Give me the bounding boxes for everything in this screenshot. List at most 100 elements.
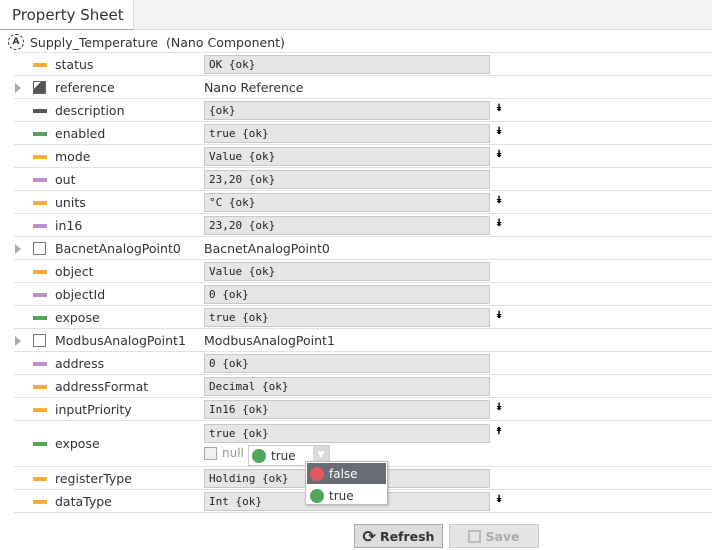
selected-value: true bbox=[271, 448, 296, 463]
slot-type-bar-icon bbox=[33, 177, 47, 182]
component-icon: A bbox=[8, 34, 24, 50]
option-true[interactable]: true bbox=[307, 485, 386, 506]
slot-type-bar-icon bbox=[33, 62, 47, 67]
slot-type-bar-icon bbox=[33, 292, 47, 297]
component-icon bbox=[33, 333, 46, 347]
property-row-inputPriority: inputPriority In16 {ok} ⯯ bbox=[14, 397, 712, 420]
save-button[interactable]: Save bbox=[449, 524, 539, 548]
property-name: object bbox=[55, 263, 94, 279]
option-false[interactable]: false bbox=[307, 463, 386, 484]
expand-chevron-icon[interactable]: ⯯ bbox=[496, 149, 502, 160]
save-label: Save bbox=[485, 528, 520, 544]
slot-type-bar-icon bbox=[33, 108, 47, 113]
property-row-ModbusAnalogPoint1: ModbusAnalogPoint1 ModbusAnalogPoint1 bbox=[14, 328, 712, 351]
property-row-object: object Value {ok} bbox=[14, 259, 712, 282]
property-value-field[interactable]: 23,20 {ok} bbox=[204, 216, 490, 235]
null-label: null bbox=[222, 446, 244, 460]
option-label: true bbox=[329, 488, 354, 503]
expand-chevron-icon[interactable]: ⯯ bbox=[496, 310, 502, 321]
property-value-field[interactable]: Decimal {ok} bbox=[204, 377, 490, 396]
property-row-status: status OK {ok} bbox=[14, 52, 712, 75]
slot-type-bar-icon bbox=[33, 200, 47, 205]
property-name: description bbox=[55, 102, 125, 118]
property-row-mode: mode Value {ok} ⯯ bbox=[14, 144, 712, 167]
property-row-address: address 0 {ok} bbox=[14, 351, 712, 374]
expand-chevron-icon[interactable]: ⯯ bbox=[496, 126, 502, 137]
slot-type-bar-icon bbox=[33, 499, 47, 504]
property-name: expose bbox=[55, 309, 100, 325]
refresh-label: Refresh bbox=[379, 528, 435, 544]
slot-type-bar-icon bbox=[33, 315, 47, 320]
property-value: ModbusAnalogPoint1 bbox=[204, 332, 335, 348]
property-name: enabled bbox=[55, 125, 106, 141]
property-row-description: description {ok} ⯯ bbox=[14, 98, 712, 121]
slot-type-bar-icon bbox=[33, 442, 47, 446]
null-checkbox[interactable] bbox=[204, 447, 217, 460]
slot-type-bar-icon bbox=[33, 131, 47, 136]
boolean-dropdown-list: false true bbox=[305, 461, 388, 505]
dropdown-arrow-icon[interactable]: ▼ bbox=[313, 446, 329, 465]
refresh-icon: ⟳ bbox=[362, 526, 376, 546]
property-value-field[interactable]: {ok} bbox=[204, 101, 490, 120]
expand-chevron-icon[interactable]: ⯯ bbox=[496, 494, 502, 505]
refresh-button[interactable]: ⟳ Refresh bbox=[354, 524, 443, 548]
property-name: ModbusAnalogPoint1 bbox=[55, 332, 186, 348]
save-icon bbox=[468, 529, 482, 543]
property-name: units bbox=[55, 194, 86, 210]
expand-arrow-icon[interactable] bbox=[15, 335, 21, 346]
cube-icon bbox=[33, 80, 46, 94]
collapse-chevron-icon[interactable]: ⯭ bbox=[496, 426, 502, 437]
component-icon bbox=[33, 241, 46, 255]
component-header: A Supply_Temperature (Nano Component) bbox=[8, 32, 285, 52]
expand-chevron-icon[interactable]: ⯯ bbox=[496, 103, 502, 114]
property-name: addressFormat bbox=[55, 378, 149, 394]
property-value-field[interactable]: 0 {ok} bbox=[204, 354, 490, 373]
slot-type-bar-icon bbox=[33, 154, 47, 159]
option-label: false bbox=[329, 466, 358, 481]
property-value-field[interactable]: Value {ok} bbox=[204, 262, 490, 281]
property-row-in16: in16 23,20 {ok} ⯯ bbox=[14, 213, 712, 236]
property-row-BacnetAnalogPoint0: BacnetAnalogPoint0 BacnetAnalogPoint0 bbox=[14, 236, 712, 259]
property-value-field[interactable]: 0 {ok} bbox=[204, 285, 490, 304]
property-value-field[interactable]: OK {ok} bbox=[204, 55, 490, 74]
expand-chevron-icon[interactable]: ⯯ bbox=[496, 218, 502, 229]
property-name: expose bbox=[55, 436, 100, 451]
expand-chevron-icon[interactable]: ⯯ bbox=[496, 195, 502, 206]
property-name: objectId bbox=[55, 286, 106, 302]
boolean-select[interactable]: true ▼ bbox=[248, 445, 330, 466]
property-row-enabled: enabled true {ok} ⯯ bbox=[14, 121, 712, 144]
property-name: dataType bbox=[55, 493, 112, 509]
slot-type-bar-icon bbox=[33, 384, 47, 389]
expand-arrow-icon[interactable] bbox=[15, 82, 21, 93]
property-name: in16 bbox=[55, 217, 83, 233]
property-row-out: out 23,20 {ok} bbox=[14, 167, 712, 190]
property-value-field[interactable]: °C {ok} bbox=[204, 193, 490, 212]
property-name: out bbox=[55, 171, 76, 187]
component-name: Supply_Temperature bbox=[30, 34, 159, 50]
property-name: mode bbox=[55, 148, 91, 164]
property-value-field[interactable]: 23,20 {ok} bbox=[204, 170, 490, 189]
slot-type-bar-icon bbox=[33, 269, 47, 274]
expand-arrow-icon[interactable] bbox=[15, 243, 21, 254]
property-name: address bbox=[55, 355, 105, 371]
property-row-units: units °C {ok} ⯯ bbox=[14, 190, 712, 213]
property-row-reference: reference Nano Reference bbox=[14, 75, 712, 98]
component-type: (Nano Component) bbox=[166, 34, 285, 50]
divider bbox=[14, 512, 712, 513]
slot-type-bar-icon bbox=[33, 361, 47, 366]
expand-chevron-icon[interactable]: ⯯ bbox=[496, 402, 502, 413]
property-row-expose: expose true {ok} ⯯ bbox=[14, 305, 712, 328]
property-value: Nano Reference bbox=[204, 79, 304, 95]
property-value: BacnetAnalogPoint0 bbox=[204, 240, 330, 256]
property-row-expose: expose true {ok} ⯭ null true ▼ bbox=[14, 420, 712, 466]
property-value-field[interactable]: Value {ok} bbox=[204, 147, 490, 166]
tab-property-sheet[interactable]: Property Sheet bbox=[0, 0, 134, 30]
property-value-field[interactable]: true {ok} bbox=[204, 424, 490, 443]
property-value-field[interactable]: true {ok} bbox=[204, 124, 490, 143]
slot-type-bar-icon bbox=[33, 223, 47, 228]
tab-bar: Property Sheet bbox=[0, 0, 712, 30]
property-value-field[interactable]: In16 {ok} bbox=[204, 400, 490, 419]
property-value-field[interactable]: true {ok} bbox=[204, 308, 490, 327]
property-row-objectId: objectId 0 {ok} bbox=[14, 282, 712, 305]
slot-type-bar-icon bbox=[33, 407, 47, 412]
